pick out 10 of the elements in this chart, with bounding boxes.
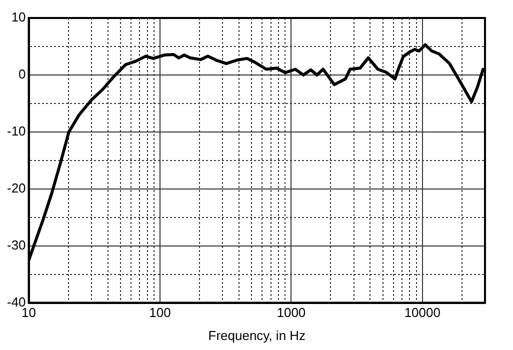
y-tick-label: -20 bbox=[6, 180, 26, 196]
y-tick-label: -10 bbox=[6, 124, 26, 138]
x-tick-label: 1000 bbox=[276, 305, 306, 320]
x-tick-label: 100 bbox=[149, 305, 171, 320]
y-tick-label: -40 bbox=[6, 294, 26, 310]
x-axis-title: Frequency, in Hz bbox=[208, 328, 306, 343]
y-tick-label: 10 bbox=[11, 10, 26, 25]
y-tick-label: 0 bbox=[18, 66, 26, 82]
x-tick-label: 10000 bbox=[404, 305, 440, 320]
y-tick-label: -30 bbox=[6, 237, 26, 252]
